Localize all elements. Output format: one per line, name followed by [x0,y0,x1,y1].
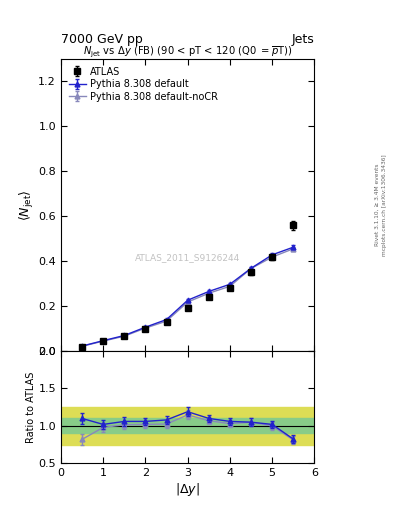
Text: 7000 GeV pp: 7000 GeV pp [61,33,143,46]
Y-axis label: $\langle N_\mathregular{jet}\rangle$: $\langle N_\mathregular{jet}\rangle$ [18,189,35,221]
Bar [61,407,314,444]
Legend: ATLAS, Pythia 8.308 default, Pythia 8.308 default-noCR: ATLAS, Pythia 8.308 default, Pythia 8.30… [66,63,221,104]
Text: mcplots.cern.ch [arXiv:1306.3436]: mcplots.cern.ch [arXiv:1306.3436] [382,154,387,255]
Text: Jets: Jets [292,33,314,46]
Y-axis label: Ratio to ATLAS: Ratio to ATLAS [26,372,35,443]
X-axis label: $|\Delta y|$: $|\Delta y|$ [175,481,200,498]
Bar [61,418,314,433]
Text: Rivet 3.1.10, ≥ 3.4M events: Rivet 3.1.10, ≥ 3.4M events [375,163,380,246]
Text: ATLAS_2011_S9126244: ATLAS_2011_S9126244 [135,253,240,262]
Title: $N_\mathregular{jet}$ vs $\Delta y$ (FB) (90 < pT < 120 (Q0 $=\overline{p}$T)): $N_\mathregular{jet}$ vs $\Delta y$ (FB)… [83,44,292,59]
